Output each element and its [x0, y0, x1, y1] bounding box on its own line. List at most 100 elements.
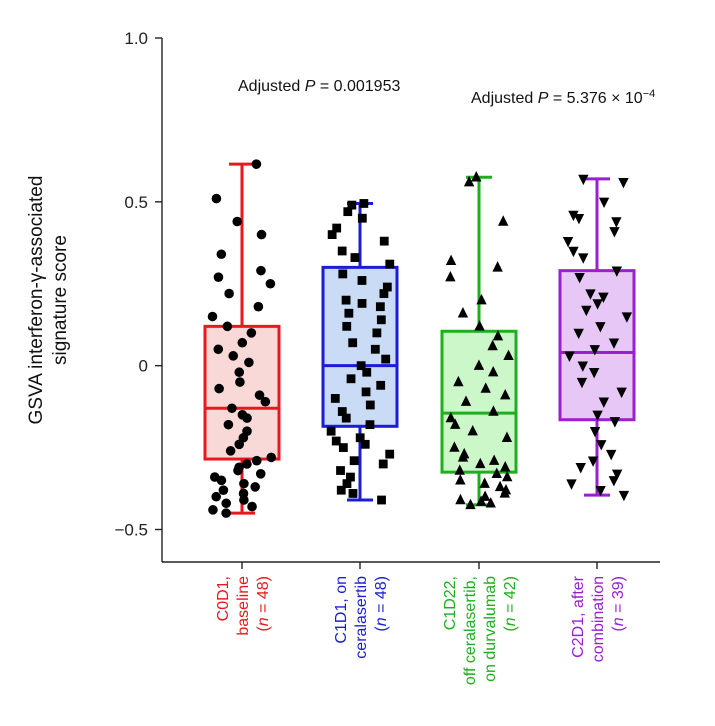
- data-point-circle: [256, 265, 266, 276]
- data-point-triangle: [488, 366, 499, 377]
- data-point-square: [346, 374, 356, 384]
- data-point-triangle-down: [595, 485, 606, 497]
- data-point-triangle: [455, 474, 466, 485]
- x-category-label-line: (n = 39): [610, 576, 627, 632]
- data-point-triangle-down: [568, 246, 579, 258]
- data-point-triangle: [488, 405, 499, 416]
- data-point-square: [336, 485, 346, 495]
- data-point-square: [347, 200, 357, 210]
- data-point-circle: [253, 301, 264, 312]
- data-point-square: [346, 472, 355, 482]
- data-point-circle: [242, 413, 252, 423]
- data-point-square: [337, 246, 347, 256]
- data-point-triangle-down: [609, 417, 621, 428]
- data-point-triangle-down: [592, 299, 603, 310]
- data-point-circle: [225, 446, 236, 456]
- data-point-square: [331, 436, 341, 446]
- data-point-square: [381, 354, 391, 364]
- data-point-circle: [211, 491, 221, 502]
- data-point-triangle: [492, 261, 503, 272]
- data-point-triangle: [445, 270, 456, 282]
- data-point-triangle-down: [598, 197, 610, 209]
- data-point-square: [365, 420, 375, 430]
- data-point-circle: [207, 311, 218, 322]
- data-point-triangle-down: [621, 312, 633, 323]
- data-point-circle: [213, 272, 224, 282]
- data-point-circle: [250, 482, 260, 492]
- data-point-triangle-down: [598, 397, 610, 408]
- data-point-circle: [251, 159, 262, 169]
- data-point-square: [355, 433, 365, 443]
- x-category-label-line: (n = 48): [255, 576, 272, 632]
- data-point-triangle-down: [611, 266, 623, 277]
- data-point-circle: [232, 216, 242, 227]
- data-point-circle: [239, 478, 249, 489]
- x-category-label-line: C0D1,: [215, 576, 232, 621]
- data-point-triangle-down: [587, 456, 599, 467]
- data-point-circle: [244, 357, 254, 368]
- data-point-square: [376, 315, 386, 325]
- data-point-triangle-down: [575, 463, 586, 474]
- data-point-square: [372, 328, 382, 338]
- box-group-c0d1: [203, 159, 281, 518]
- data-point-square: [377, 495, 386, 505]
- data-point-triangle-down: [618, 490, 630, 502]
- data-point-circle: [266, 452, 277, 463]
- data-point-triangle: [500, 461, 511, 472]
- data-point-triangle-down: [609, 227, 620, 238]
- data-point-circle: [256, 229, 267, 240]
- data-point-triangle-down: [589, 427, 601, 438]
- data-point-triangle-down: [605, 449, 617, 461]
- data-point-circle: [237, 337, 248, 348]
- data-point-square: [357, 213, 367, 223]
- data-point-triangle-down: [576, 377, 588, 389]
- data-point-triangle: [473, 359, 485, 370]
- data-point-circle: [227, 403, 237, 414]
- data-point-circle: [216, 249, 227, 260]
- data-point-triangle-down: [574, 272, 585, 284]
- x-category-label-line: combination: [590, 576, 607, 662]
- x-category-label-line: C1D1, on: [333, 576, 350, 644]
- data-point-triangle: [503, 349, 514, 361]
- data-point-square: [360, 439, 370, 449]
- data-point-square: [342, 321, 352, 331]
- data-point-triangle-down: [566, 479, 577, 490]
- data-point-triangle: [500, 388, 511, 400]
- data-point-triangle-down: [588, 368, 600, 379]
- data-point-circle: [216, 475, 227, 486]
- data-point-circle: [208, 505, 218, 515]
- data-point-circle: [239, 495, 249, 505]
- data-point-square: [341, 413, 351, 423]
- data-point-square: [326, 426, 336, 436]
- data-point-triangle: [475, 457, 486, 469]
- data-point-triangle: [492, 329, 504, 341]
- data-point-triangle-down: [573, 214, 585, 225]
- x-category-label-line: on durvalumab: [482, 576, 499, 682]
- data-point-triangle-down: [578, 253, 589, 264]
- x-category-label-line: baseline: [235, 576, 252, 636]
- y-tick-label: 1.0: [124, 29, 148, 48]
- x-category-label-line: C1D22,: [442, 576, 459, 630]
- data-point-circle: [247, 501, 257, 512]
- data-point-square: [375, 302, 385, 312]
- data-point-triangle: [494, 480, 506, 492]
- data-point-triangle: [499, 487, 510, 498]
- data-point-square: [338, 443, 348, 452]
- data-point-triangle-down: [595, 322, 606, 333]
- data-point-triangle: [465, 498, 476, 510]
- data-point-triangle: [445, 254, 457, 266]
- data-point-triangle: [502, 470, 513, 482]
- data-point-triangle: [455, 493, 466, 505]
- x-category-label-line: C2D1, after: [570, 575, 587, 657]
- y-tick-label: 0.5: [124, 193, 148, 212]
- data-point-circle: [221, 508, 231, 518]
- data-point-triangle: [475, 495, 487, 506]
- data-point-square: [378, 459, 388, 469]
- data-point-circle: [251, 455, 262, 466]
- data-point-circle: [260, 396, 271, 407]
- data-point-triangle-down: [573, 328, 584, 340]
- data-point-triangle: [476, 293, 487, 305]
- data-point-triangle-down: [592, 410, 603, 422]
- data-point-square: [344, 308, 354, 318]
- data-point-triangle-down: [608, 476, 620, 487]
